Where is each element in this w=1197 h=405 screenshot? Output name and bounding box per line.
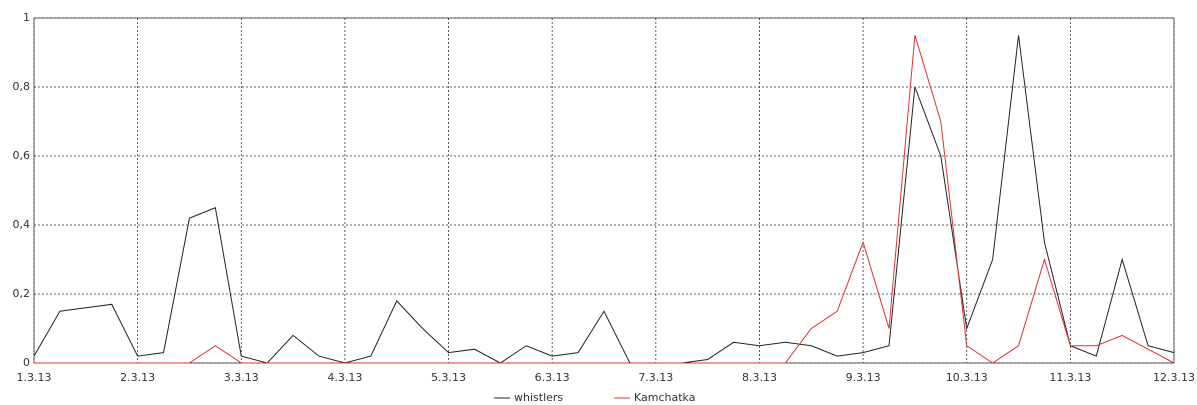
x-tick-label: 12.3.13 [1153,371,1195,384]
x-tick-label: 7.3.13 [638,371,673,384]
x-tick-label: 9.3.13 [846,371,881,384]
y-tick-label: 0 [23,356,30,369]
legend-label: whistlers [514,391,563,404]
y-tick-label: 0,6 [13,149,31,162]
x-tick-label: 5.3.13 [431,371,466,384]
x-tick-label: 1.3.13 [17,371,52,384]
y-tick-label: 1 [23,11,30,24]
x-tick-label: 3.3.13 [224,371,259,384]
x-tick-label: 6.3.13 [535,371,570,384]
legend-label: Kamchatka [634,391,695,404]
x-tick-label: 4.3.13 [327,371,362,384]
y-tick-label: 0,8 [13,80,31,93]
x-tick-label: 10.3.13 [946,371,988,384]
y-tick-label: 0,4 [13,218,31,231]
series-line [33,35,1175,364]
series-line [34,35,1175,364]
x-tick-label: 2.3.13 [120,371,155,384]
y-tick-label: 0,2 [13,287,31,300]
x-tick-label: 8.3.13 [742,371,777,384]
x-tick-label: 11.3.13 [1049,371,1091,384]
